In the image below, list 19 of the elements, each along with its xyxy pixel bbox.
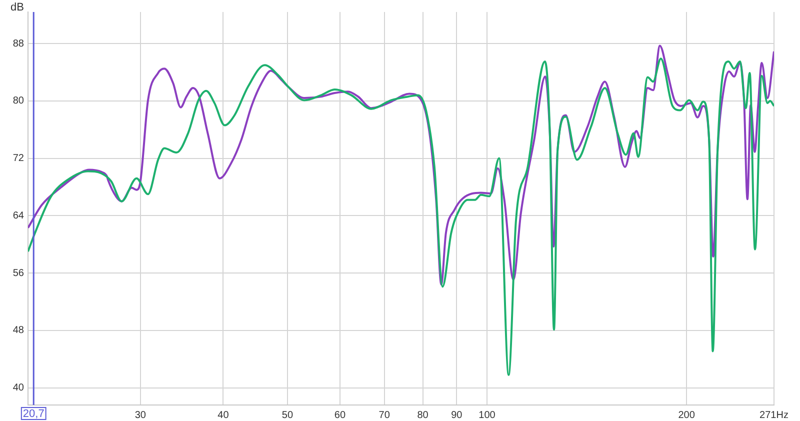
- y-tick-label: 88: [12, 38, 24, 50]
- x-tick-label: 200: [678, 410, 696, 421]
- y-axis-title: dB: [10, 2, 24, 14]
- y-tick-label: 48: [12, 325, 24, 336]
- x-tick-label: 271Hz: [760, 410, 788, 421]
- y-tick-label: 40: [12, 382, 24, 394]
- y-tick-label: 56: [12, 268, 24, 279]
- x-tick-label: 30: [134, 410, 146, 421]
- x-tick-label: 60: [334, 410, 346, 421]
- y-tick-label: 72: [12, 153, 24, 164]
- y-tick-label: 64: [12, 210, 24, 222]
- x-tick-label: 100: [478, 410, 496, 421]
- x-tick-label: 50: [282, 410, 294, 421]
- x-tick-label: 70: [378, 410, 390, 421]
- x-tick-label: 80: [417, 410, 429, 421]
- x-tick-label: 90: [451, 410, 463, 421]
- x-tick-label: 40: [218, 410, 230, 421]
- y-tick-label: 80: [12, 96, 24, 107]
- ref-line-label: 20,7: [22, 408, 44, 420]
